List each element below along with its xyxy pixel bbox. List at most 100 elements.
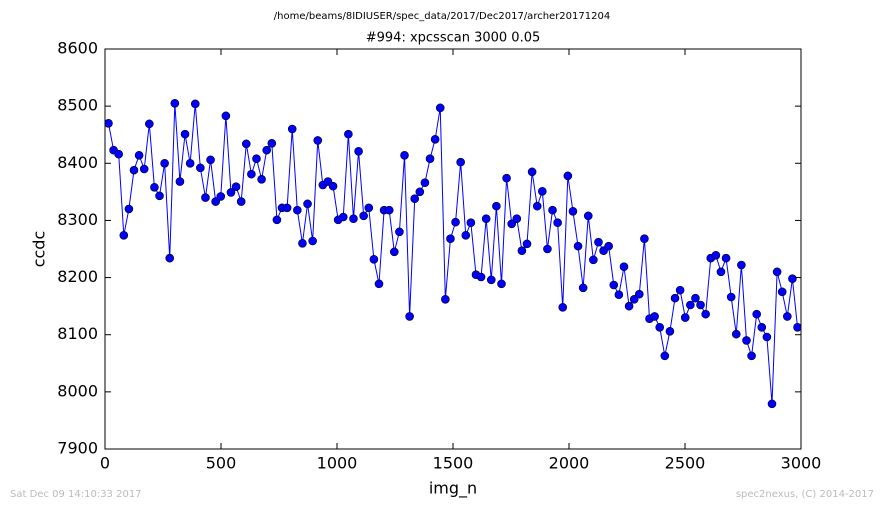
data-point	[655, 322, 665, 332]
y-tick-label: 8400	[57, 153, 98, 172]
data-point	[578, 283, 588, 293]
data-point	[589, 255, 598, 265]
data-point	[384, 205, 394, 215]
data-point	[716, 267, 726, 277]
data-point	[701, 309, 710, 319]
data-point	[145, 119, 154, 129]
data-point	[624, 301, 634, 311]
data-point	[216, 192, 226, 201]
data-point	[696, 300, 705, 310]
data-point	[105, 118, 113, 128]
data-point	[614, 290, 624, 300]
data-point	[410, 194, 420, 204]
data-point	[435, 103, 445, 113]
plot-area	[105, 98, 801, 409]
data-point	[568, 206, 578, 216]
data-point	[231, 182, 241, 192]
data-point	[298, 238, 307, 248]
y-tick-label: 8500	[57, 96, 98, 115]
data-point	[742, 336, 751, 345]
x-tick-label: 1500	[433, 454, 474, 473]
data-point	[548, 205, 557, 215]
data-point	[252, 154, 261, 164]
data-point	[272, 215, 282, 225]
chart-title: #994: xpcsscan 3000 0.05	[366, 31, 541, 46]
data-point	[634, 289, 644, 299]
data-point	[114, 149, 123, 159]
data-point	[400, 150, 409, 160]
data-point	[293, 205, 302, 215]
data-point	[257, 174, 266, 184]
data-point	[583, 211, 593, 221]
data-point	[660, 351, 670, 361]
data-point	[430, 134, 440, 144]
x-tick-label: 2500	[665, 454, 706, 473]
axes-frame	[104, 48, 802, 450]
y-tick-label: 8100	[57, 324, 98, 343]
data-point	[726, 292, 736, 302]
data-point	[201, 193, 210, 202]
y-tick-label: 8300	[57, 210, 98, 229]
data-point	[476, 272, 486, 282]
data-point	[405, 312, 414, 321]
data-point	[124, 204, 134, 214]
data-point	[512, 214, 522, 224]
data-point	[206, 155, 215, 165]
data-point	[783, 312, 792, 321]
data-point	[359, 211, 368, 221]
data-point	[150, 182, 159, 192]
data-point	[139, 164, 149, 174]
data-point	[226, 188, 236, 197]
data-point	[364, 203, 374, 213]
data-point	[670, 293, 680, 303]
data-point	[594, 237, 603, 247]
data-point	[134, 150, 144, 160]
data-point	[349, 214, 358, 224]
data-point	[425, 154, 435, 164]
data-point	[374, 279, 384, 289]
suptitle: /home/beams/8IDIUSER/spec_data/2017/Dec2…	[274, 11, 610, 22]
y-tick-label: 8000	[57, 381, 98, 400]
data-point	[788, 274, 797, 284]
data-point	[170, 98, 180, 108]
data-point	[538, 186, 547, 196]
data-point	[721, 253, 731, 263]
data-point	[711, 250, 721, 260]
data-point	[527, 167, 537, 177]
data-point	[573, 241, 583, 251]
data-point	[461, 230, 471, 240]
data-point	[354, 146, 363, 156]
data-point	[629, 294, 639, 304]
data-point	[665, 326, 675, 336]
data-point	[558, 302, 568, 312]
data-point	[338, 212, 348, 222]
data-point	[609, 280, 619, 290]
x-tick-label: 500	[206, 454, 237, 473]
x-axis-label: img_n	[429, 479, 477, 499]
data-point	[497, 279, 506, 289]
data-point	[767, 399, 777, 409]
data-point	[772, 267, 782, 277]
data-point	[390, 247, 399, 257]
data-point	[675, 285, 685, 295]
x-tick-label: 0	[100, 454, 110, 473]
footer-left: Sat Dec 09 14:10:33 2017	[10, 489, 142, 500]
data-point	[752, 309, 761, 319]
x-tick-label: 2000	[549, 454, 590, 473]
data-point	[486, 275, 496, 285]
data-point	[160, 158, 169, 168]
data-point	[420, 178, 430, 188]
data-point	[415, 187, 425, 197]
data-point	[650, 312, 659, 321]
data-point	[308, 236, 317, 246]
data-point	[344, 129, 353, 139]
data-point	[262, 145, 272, 155]
data-point	[446, 234, 455, 244]
data-point	[129, 165, 139, 175]
data-point	[211, 197, 220, 206]
data-point	[747, 351, 756, 361]
data-point	[492, 201, 501, 211]
data-point	[165, 253, 175, 263]
data-point	[777, 287, 787, 297]
